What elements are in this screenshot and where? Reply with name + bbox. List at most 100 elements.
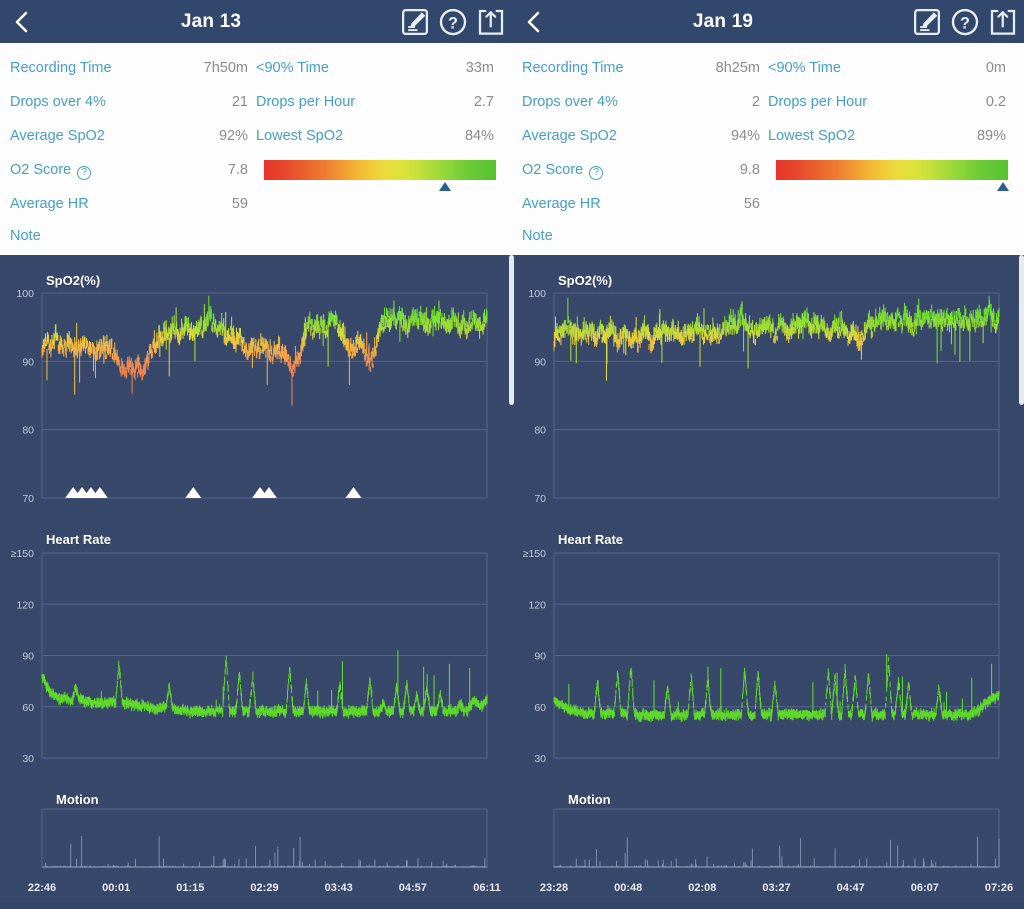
back-button[interactable] [10, 7, 32, 37]
x-axis-tick: 00:01 [102, 882, 131, 894]
x-axis-tick: 01:15 [176, 882, 205, 894]
svg-text:80: 80 [22, 425, 34, 437]
report-panel-right: Jan 19 ? [512, 0, 1024, 909]
stat-label: Drops per Hour [256, 94, 356, 110]
summary-stats-right: Recording Time 8h25m <90% Time 0m Drops … [512, 43, 1024, 255]
stat-value: 2.7 [473, 94, 494, 110]
stats-row: Average SpO2 92% Lowest SpO2 84% [10, 119, 502, 153]
stat-value: 21 [231, 94, 248, 110]
stat-label: Recording Time [522, 60, 624, 76]
stat-value: 2 [751, 94, 760, 110]
svg-text:60: 60 [534, 702, 546, 714]
o2-score-marker [997, 182, 1010, 191]
help-circle-icon[interactable]: ? [950, 7, 980, 37]
hr-chart-title: Heart Rate [558, 532, 624, 547]
stat-value: 89% [976, 128, 1006, 144]
x-axis-tick: 02:29 [250, 882, 279, 894]
x-axis-tick: 04:47 [836, 882, 865, 894]
spo2-chart-title: SpO2(%) [46, 273, 101, 288]
stat-label: Average SpO2 [10, 128, 105, 144]
stat-drops-over-4: Drops over 4% 21 [10, 94, 256, 110]
stat-label: Drops over 4% [522, 94, 618, 110]
navbar-actions: ? [400, 7, 506, 37]
o2-score-help-icon[interactable]: ? [77, 165, 92, 180]
svg-text:70: 70 [22, 493, 34, 505]
stat-recording-time: Recording Time 7h50m [10, 60, 256, 76]
stat-value: 8h25m [715, 60, 760, 76]
spo2-chart-title: SpO2(%) [558, 273, 613, 288]
svg-text:≥150: ≥150 [523, 548, 546, 560]
chevron-left-icon [527, 11, 540, 32]
stats-row: Drops over 4% 2 Drops per Hour 0.2 [522, 85, 1014, 119]
stat-drops-per-hour: Drops per Hour 0.2 [768, 94, 1014, 110]
note-edit-icon[interactable] [400, 7, 430, 37]
stat-label: Drops per Hour [768, 94, 868, 110]
o2-score-help-icon[interactable]: ? [589, 165, 604, 180]
svg-text:30: 30 [534, 753, 546, 765]
stat-lowest-spo2: Lowest SpO2 84% [256, 128, 502, 144]
motion-chart-left[interactable] [0, 775, 512, 885]
stat-below-90-time: <90% Time 0m [768, 60, 1014, 76]
stat-drops-over-4: Drops over 4% 2 [522, 94, 768, 110]
note-row[interactable]: Note [522, 221, 1014, 251]
stats-row: Average HR 56 [522, 187, 1014, 221]
stat-value: 84% [464, 128, 494, 144]
stat-average-hr: Average HR 56 [522, 196, 768, 212]
note-row[interactable]: Note [10, 221, 502, 251]
svg-text:?: ? [960, 14, 970, 32]
x-axis-tick: 06:11 [473, 882, 501, 894]
stat-o2-score: O2 Score ? 9.8 [522, 161, 768, 180]
stat-average-spo2: Average SpO2 92% [10, 128, 256, 144]
svg-text:120: 120 [16, 599, 34, 611]
stat-label: Average HR [10, 196, 89, 212]
note-label: Note [10, 228, 41, 244]
svg-text:90: 90 [534, 356, 546, 368]
stat-o2-score: O2 Score ? 7.8 [10, 161, 256, 180]
stat-value: 59 [231, 196, 248, 212]
stats-row: O2 Score ? 7.8 [10, 153, 502, 191]
x-axis-tick: 06:07 [910, 882, 939, 894]
x-axis-tick: 00:48 [614, 882, 643, 894]
o2-score-scale [768, 153, 1014, 191]
x-axis-tick: 02:08 [688, 882, 717, 894]
svg-text:70: 70 [534, 493, 546, 505]
stat-label: O2 Score [522, 161, 584, 178]
hr-chart-title: Heart Rate [46, 532, 112, 547]
svg-text:60: 60 [22, 702, 34, 714]
stats-row: Average SpO2 94% Lowest SpO2 89% [522, 119, 1014, 153]
stat-label: <90% Time [768, 60, 841, 76]
stats-row: Average HR 59 [10, 187, 502, 221]
heart-rate-chart-left[interactable]: ≥150 120 90 60 30 [0, 515, 512, 790]
o2-score-gradient-bar [264, 160, 496, 191]
pane-scroll-indicator-left[interactable] [509, 255, 514, 405]
stats-row: Recording Time 7h50m <90% Time 33m [10, 51, 502, 85]
spo2-chart-right[interactable]: 100 90 80 70 [512, 255, 1024, 530]
x-axis-tick: 03:27 [762, 882, 791, 894]
svg-text:90: 90 [534, 651, 546, 663]
navbar-actions: ? [912, 7, 1018, 37]
stat-label: Recording Time [10, 60, 112, 76]
o2-score-scale [256, 153, 502, 191]
help-circle-icon[interactable]: ? [438, 7, 468, 37]
page-title: Jan 13 [180, 10, 242, 32]
spo2-chart-left[interactable]: 100 90 80 70 [0, 255, 512, 530]
motion-chart-right[interactable] [512, 775, 1024, 885]
note-edit-icon[interactable] [912, 7, 942, 37]
heart-rate-chart-right[interactable]: ≥150 120 90 60 30 [512, 515, 1024, 790]
svg-text:90: 90 [22, 651, 34, 663]
svg-text:≥150: ≥150 [11, 548, 34, 560]
stat-value: 0m [985, 60, 1006, 76]
pane-scroll-indicator-right[interactable] [1019, 255, 1024, 405]
stat-label: O2 Score [10, 161, 72, 178]
back-button[interactable] [522, 7, 544, 37]
share-icon[interactable] [988, 7, 1018, 37]
charts-area-left: SpO2(%) 100 90 80 70 Heart Rate ≥150 120 90 60… [0, 255, 512, 909]
report-panel-left: Jan 13 ? [0, 7, 512, 909]
share-icon[interactable] [476, 7, 506, 37]
x-axis-tick: 04:57 [398, 882, 427, 894]
stat-label: Average HR [522, 196, 601, 212]
svg-text:100: 100 [16, 288, 34, 300]
x-axis-tick: 07:26 [984, 882, 1014, 894]
x-axis-tick: 22:46 [27, 882, 57, 894]
